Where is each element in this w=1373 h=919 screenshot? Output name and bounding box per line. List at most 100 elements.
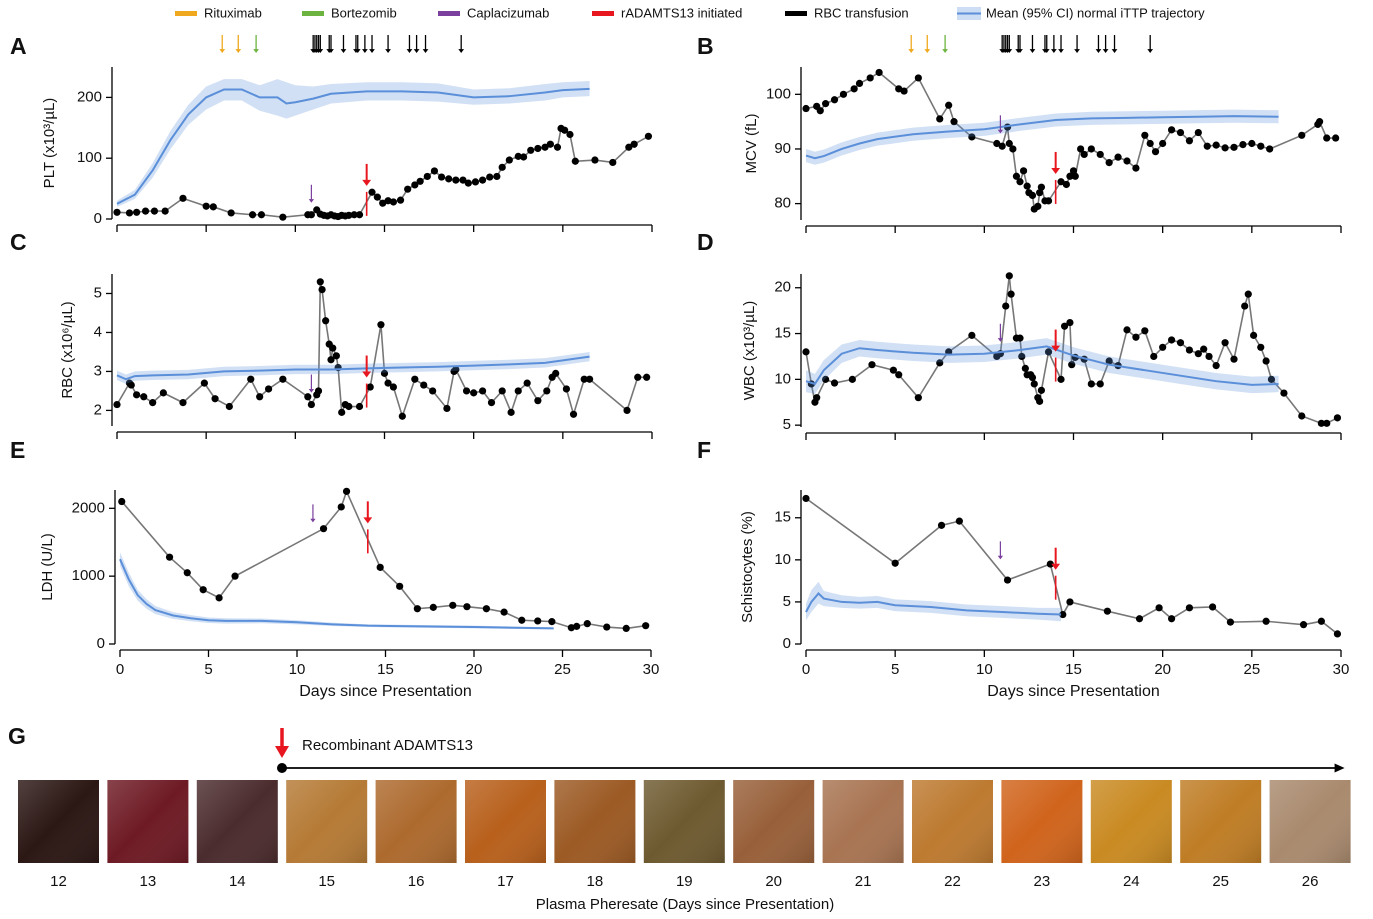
data-point xyxy=(1016,178,1024,186)
data-point xyxy=(1194,128,1202,137)
data-point xyxy=(486,173,494,181)
data-point xyxy=(248,211,257,219)
data-point xyxy=(127,381,135,389)
tile-day-label: 17 xyxy=(497,873,514,890)
y-axis-label: LDH (U/L) xyxy=(39,533,56,601)
data-point xyxy=(830,379,839,387)
arrow-head xyxy=(363,517,373,524)
event-arrow xyxy=(308,184,315,203)
data-point xyxy=(848,375,856,383)
data-point xyxy=(1241,302,1249,310)
timeline-start xyxy=(277,763,287,773)
data-point xyxy=(1209,603,1217,611)
event-arrow xyxy=(253,35,259,53)
data-point xyxy=(514,387,522,395)
data-point xyxy=(398,412,406,420)
y-tick-label: 10 xyxy=(774,370,791,387)
data-point xyxy=(541,143,549,151)
x-tick-label: 10 xyxy=(976,661,993,678)
arrow-head xyxy=(422,49,429,53)
data-point xyxy=(150,207,159,215)
data-point xyxy=(603,623,611,631)
data-point xyxy=(866,74,874,82)
data-point xyxy=(1141,131,1149,139)
data-point xyxy=(366,383,374,391)
data-point xyxy=(1096,150,1104,159)
mean-line xyxy=(116,355,590,381)
y-tick-label: 0 xyxy=(94,210,102,227)
data-point xyxy=(1068,361,1076,369)
arrow-head xyxy=(997,129,1004,134)
arrow-head xyxy=(354,49,361,53)
tile-sheen xyxy=(912,780,993,863)
tile-sheen xyxy=(465,780,546,863)
event-arrow xyxy=(1051,329,1061,352)
event-arrow xyxy=(1051,35,1057,53)
data-point xyxy=(338,408,346,416)
data-point xyxy=(1030,380,1038,388)
legend-swatch xyxy=(302,11,324,16)
data-point xyxy=(1151,148,1160,156)
arrow-head xyxy=(1029,49,1036,53)
y-tick-label: 5 xyxy=(783,416,791,433)
event-arrow xyxy=(1051,547,1061,570)
data-point xyxy=(900,87,908,95)
event-arrow xyxy=(1102,35,1109,53)
data-point xyxy=(1087,145,1095,153)
tile-sheen xyxy=(107,780,189,863)
data-point xyxy=(562,385,571,393)
data-point xyxy=(411,375,419,383)
data-point xyxy=(1005,139,1013,148)
data-point xyxy=(445,175,453,183)
panel-letter: B xyxy=(697,33,714,59)
arrow-head xyxy=(1051,167,1061,174)
data-point xyxy=(304,393,312,401)
data-point xyxy=(634,373,642,381)
data-point xyxy=(478,176,487,184)
tile-day-label: 20 xyxy=(765,873,782,890)
data-point xyxy=(868,361,876,369)
event-arrow xyxy=(310,504,316,523)
data-point xyxy=(1185,604,1194,612)
event-arrow xyxy=(362,163,372,186)
data-point xyxy=(118,497,126,506)
data-point xyxy=(1230,143,1238,151)
data-point xyxy=(1028,191,1037,200)
data-point xyxy=(585,375,594,383)
data-point xyxy=(1159,139,1167,148)
data-point xyxy=(389,198,398,206)
g-axis-label: Plasma Pheresate (Days since Presentatio… xyxy=(536,896,834,913)
data-point xyxy=(487,399,496,407)
arrow-head xyxy=(1102,49,1109,53)
data-point xyxy=(580,375,588,383)
data-point xyxy=(561,126,569,134)
tile-day-label: 14 xyxy=(229,873,246,890)
data-point xyxy=(1066,318,1074,327)
arrow-head xyxy=(1058,49,1064,53)
legend-label: Caplacizumab xyxy=(467,5,549,20)
data-point xyxy=(355,402,364,411)
data-point xyxy=(279,213,287,221)
data-point xyxy=(889,366,897,374)
data-point xyxy=(493,172,501,181)
data-point xyxy=(1167,336,1176,344)
y-tick-label: 2000 xyxy=(72,499,105,516)
x-axis-label: Days since Presentation xyxy=(987,683,1160,700)
data-point xyxy=(1267,375,1276,383)
data-point xyxy=(1176,339,1185,347)
data-point xyxy=(1018,352,1026,361)
arrow-head xyxy=(340,49,347,53)
event-arrow xyxy=(997,323,1004,342)
data-point xyxy=(1257,343,1265,351)
data-point xyxy=(914,74,922,82)
x-tick-label: 25 xyxy=(1243,661,1260,678)
data-point xyxy=(937,521,946,529)
data-point xyxy=(625,143,633,151)
data-point xyxy=(1262,357,1270,365)
data-point xyxy=(416,177,424,185)
arrow-head xyxy=(1095,49,1102,53)
event-arrow xyxy=(1029,35,1036,53)
data-point xyxy=(1037,386,1045,394)
x-tick-label: 20 xyxy=(1154,661,1171,678)
